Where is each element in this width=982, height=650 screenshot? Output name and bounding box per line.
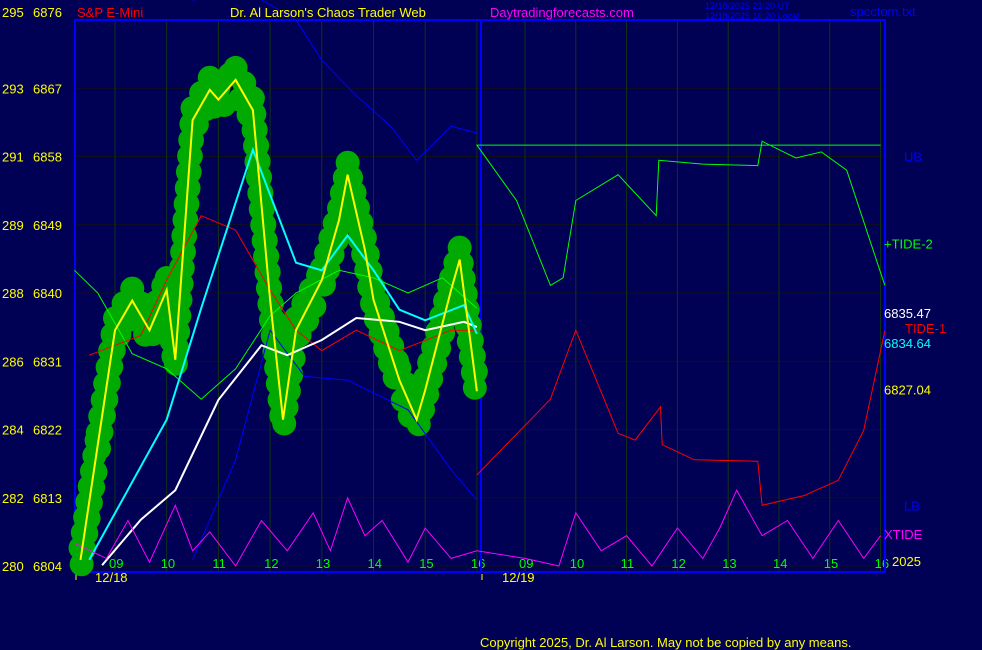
series-lower-band: [192, 329, 478, 561]
copyright: Copyright 2025, Dr. Al Larson. May not b…: [480, 635, 851, 650]
series-tide-2-day2: [475, 140, 886, 287]
price-glow-dot: [302, 294, 327, 319]
date-label: 12/19: [502, 570, 535, 585]
x-tick-label: 15: [824, 556, 838, 571]
series-tide-1-day2: [476, 328, 886, 506]
date-label: 12/18: [95, 570, 128, 585]
x-tick-label: 11: [212, 556, 226, 571]
y-tick-right: 6822: [33, 423, 62, 438]
x-tick-label: 13: [722, 556, 736, 571]
x-tick-label: 14: [368, 556, 382, 571]
series-upper-band: [192, 0, 478, 162]
y-tick-right: 6840: [33, 286, 62, 301]
instrument-label: S&P E-Mini: [77, 5, 143, 20]
right-label: 6835.47: [884, 306, 931, 321]
x-tick-label: 12: [264, 556, 278, 571]
y-tick-left: 288: [2, 286, 24, 301]
series-price: [79, 78, 478, 561]
right-label: TIDE-1: [905, 321, 946, 336]
y-tick-right: 6858: [33, 150, 62, 165]
right-label: +TIDE-2: [884, 237, 933, 252]
x-tick-label: 14: [773, 556, 787, 571]
right-label: LB: [904, 498, 920, 513]
x-tick-label: 10: [570, 556, 584, 571]
y-tick-left: 291: [2, 150, 24, 165]
y-tick-left: 293: [2, 81, 24, 96]
x-tick-label: 13: [316, 556, 330, 571]
y-tick-left: 280: [2, 559, 24, 574]
timestamp-ut: 12/18/2025 21:20 UT: [705, 1, 790, 11]
right-label: XTIDE: [884, 527, 923, 542]
x-tick-label: 16: [471, 556, 485, 571]
x-tick-label: 10: [161, 556, 175, 571]
y-tick-right: 6876: [33, 5, 62, 20]
y-tick-right: 6813: [33, 491, 62, 506]
chart-title: Dr. Al Larson's Chaos Trader Web: [230, 5, 426, 20]
x-tick-label: 11: [621, 556, 635, 571]
series-white-average: [101, 316, 478, 566]
y-tick-left: 284: [2, 423, 24, 438]
x-tick-label: 15: [419, 556, 433, 571]
price-glow-dot: [83, 460, 108, 485]
y-tick-left: 295: [2, 5, 24, 20]
x-tick-label: 12: [671, 556, 685, 571]
series-tide-2-day1: [74, 269, 478, 400]
right-label: 6834.64: [884, 336, 931, 351]
y-tick-right: 6849: [33, 218, 62, 233]
series-cyan-average: [88, 146, 478, 561]
y-tick-left: 282: [2, 491, 24, 506]
site-link[interactable]: Daytradingforecasts.com: [490, 5, 634, 20]
plot-frame: [74, 19, 886, 573]
price-glow-dot: [463, 359, 488, 384]
year-label: 2025: [892, 554, 921, 569]
right-label: 6827.04: [884, 382, 931, 397]
y-tick-right: 6831: [33, 354, 62, 369]
y-tick-left: 289: [2, 218, 24, 233]
y-tick-left: 286: [2, 354, 24, 369]
price-glow-dot: [281, 346, 306, 371]
file-name: spcctom.txt: [850, 4, 916, 19]
x-tick-label: 09: [109, 556, 123, 571]
y-tick-right: 6867: [33, 81, 62, 96]
x-tick-label: 16: [875, 556, 889, 571]
series-tide-1-day1: [89, 215, 477, 356]
timestamp-local: 12/18/2025 16:20 Local: [705, 11, 799, 21]
y-tick-right: 6804: [33, 559, 62, 574]
series-xtide: [74, 489, 882, 567]
right-label: UB: [904, 150, 922, 165]
